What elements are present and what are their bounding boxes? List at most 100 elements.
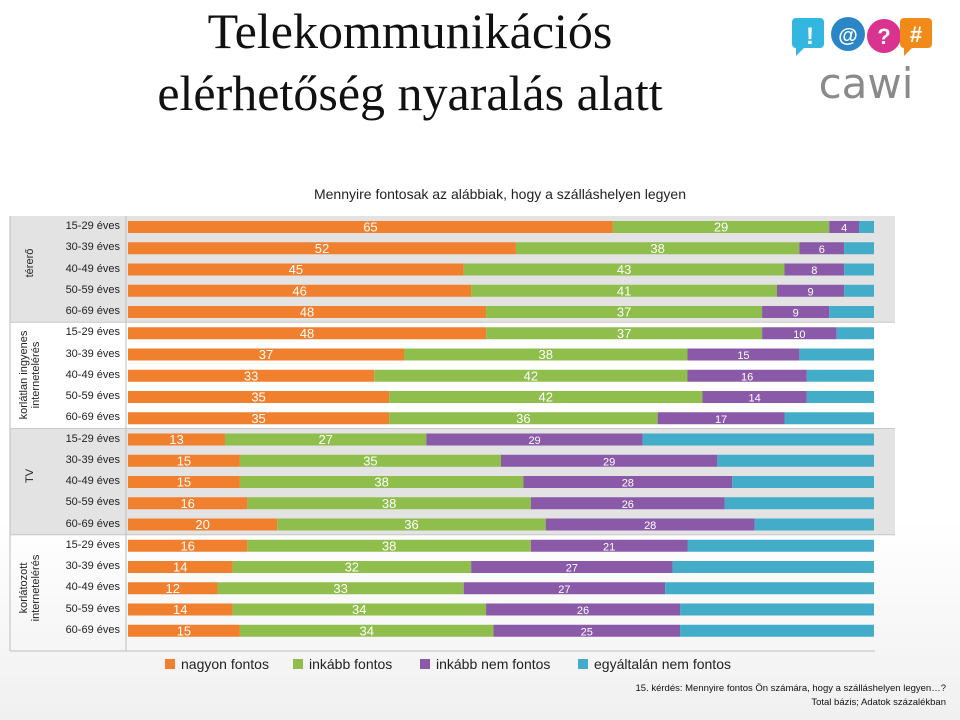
data-label: 37 — [617, 305, 631, 320]
bar-segment — [128, 582, 218, 595]
footnote-base: Total bázis; Adatok százalékban — [811, 697, 946, 708]
data-label: 14 — [749, 393, 761, 405]
logo-symbol-4: # — [910, 22, 922, 47]
bar-segment — [128, 539, 248, 552]
data-label: 14 — [173, 560, 187, 575]
data-label: 34 — [352, 602, 366, 617]
data-label: 27 — [318, 432, 332, 447]
data-label: 16 — [180, 538, 194, 553]
data-label: 8 — [811, 265, 817, 277]
row-label: 30-39 éves — [65, 453, 120, 466]
bar-segment — [784, 412, 874, 425]
data-label: 35 — [251, 390, 265, 405]
bar-segment — [493, 624, 681, 637]
bar-segment — [545, 518, 755, 531]
bar-segment — [239, 454, 501, 467]
bar-segment — [829, 306, 874, 318]
bar-segment — [224, 433, 427, 446]
bar-segment — [389, 391, 703, 403]
data-label: 33 — [244, 368, 258, 383]
bar-segment — [239, 624, 494, 637]
footnote-question: 15. kérdés: Mennyire fontos Ön számára, … — [635, 683, 947, 694]
bar-segment — [486, 306, 763, 318]
data-label: 16 — [741, 371, 753, 383]
bar-segment — [859, 221, 874, 233]
data-label: 38 — [650, 241, 664, 256]
data-label: 65 — [363, 220, 377, 235]
data-label: 20 — [195, 517, 209, 532]
bar-segment — [829, 221, 860, 233]
bar-segment — [463, 582, 666, 595]
legend-label: nagyon fontos — [181, 656, 269, 672]
legend-swatch — [420, 659, 430, 669]
bar-segment — [128, 497, 248, 510]
bar-segment — [128, 369, 375, 382]
data-label: 35 — [251, 411, 265, 426]
data-label: 38 — [382, 538, 396, 553]
data-label: 38 — [374, 475, 388, 490]
data-label: 15 — [737, 350, 749, 362]
bar-segment — [128, 454, 240, 467]
data-label: 38 — [382, 496, 396, 511]
data-label: 38 — [539, 347, 553, 362]
bar-segment — [426, 433, 643, 446]
bar-segment — [530, 497, 725, 510]
slide-title: Telekommunikációs elérhetőség nyaralás a… — [60, 0, 760, 124]
legend-label: egyáltalán nem fontos — [594, 656, 731, 672]
bar-segment — [687, 348, 800, 361]
row-label: 15-29 éves — [65, 538, 120, 551]
row-label: 15-29 éves — [65, 220, 120, 232]
bar-segment — [471, 284, 778, 297]
data-label: 52 — [315, 241, 329, 256]
bar-segment — [612, 221, 830, 233]
bar-segment — [128, 433, 225, 446]
data-label: 13 — [169, 432, 183, 447]
bar-segment — [128, 518, 278, 531]
bar-segment — [806, 369, 874, 382]
row-label: 50-59 éves — [65, 390, 120, 402]
legend-swatch — [578, 659, 588, 669]
bar-segment — [680, 624, 874, 637]
data-label: 15 — [177, 453, 191, 468]
bar-segment — [515, 242, 800, 255]
data-label: 36 — [516, 411, 530, 426]
logo-bubbles — [792, 17, 932, 56]
bar-segment — [128, 348, 405, 361]
data-label: 43 — [617, 262, 631, 277]
bar-segment — [657, 412, 785, 425]
bar-segment — [762, 327, 837, 340]
data-label: 9 — [808, 286, 814, 298]
data-label: 9 — [793, 308, 799, 320]
data-label: 42 — [539, 390, 553, 405]
legend-swatch — [293, 659, 303, 669]
bar-segment — [247, 539, 531, 552]
logo-symbol-3: ? — [877, 24, 890, 49]
bar-segment — [128, 391, 390, 403]
bar-segment — [702, 391, 807, 403]
bar-segment — [799, 242, 845, 255]
bar-segment — [844, 263, 874, 276]
data-label: 26 — [622, 499, 634, 511]
row-label: 50-59 éves — [65, 602, 120, 615]
legend-label: inkább fontos — [309, 656, 393, 672]
bar-segment — [128, 284, 472, 297]
data-label: 45 — [289, 262, 303, 277]
bar-segment — [665, 582, 874, 595]
data-label: 28 — [644, 520, 656, 532]
bar-segment — [762, 306, 830, 318]
legend-swatch — [165, 659, 175, 669]
bar-segment — [463, 263, 785, 276]
bar-segment — [777, 284, 845, 297]
cawi-logo: ! @ ? # cawi — [792, 17, 932, 108]
legend-item: inkább fontos — [293, 656, 392, 672]
footnote: 15. kérdés: Mennyire fontos Ön számára, … — [636, 682, 947, 710]
row-label: 60-69 éves — [65, 517, 120, 530]
data-label: 14 — [173, 602, 187, 617]
legend-item: inkább nem fontos — [420, 656, 550, 672]
slide-title-line1: Telekommunikációs — [207, 3, 613, 59]
data-label: 42 — [524, 368, 538, 383]
bar-segment — [277, 518, 546, 531]
data-label: 10 — [793, 329, 805, 341]
bar-segment — [687, 369, 807, 382]
